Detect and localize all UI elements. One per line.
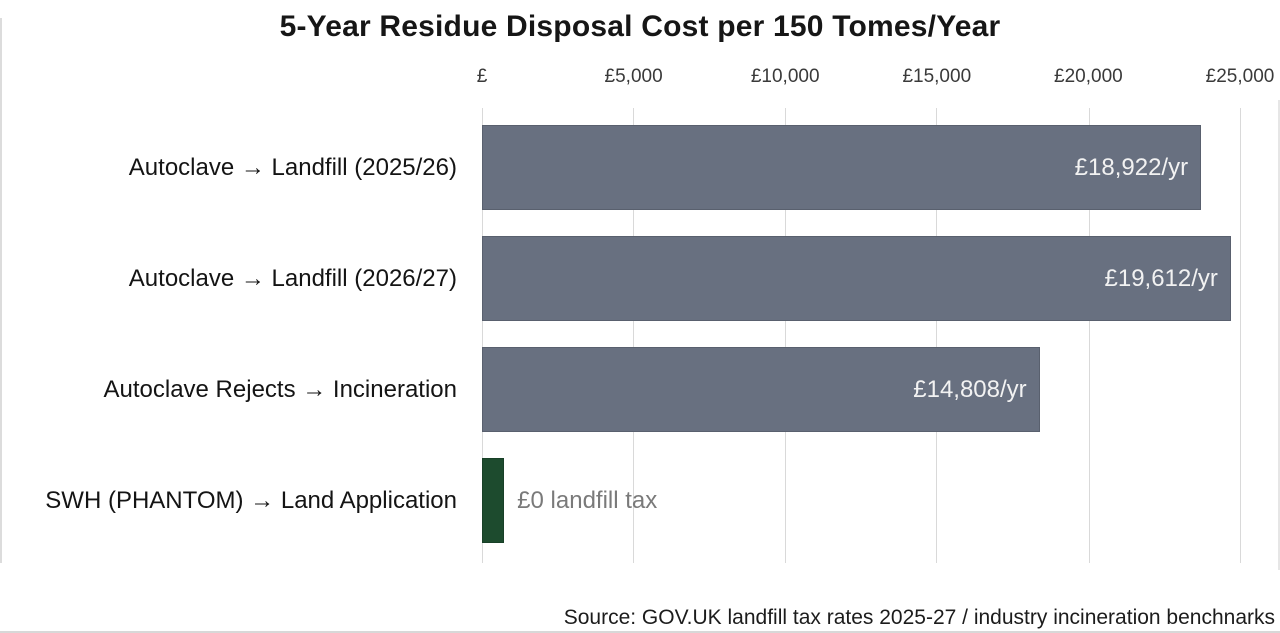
category-label: Autoclave Rejects → Incineration <box>103 375 457 403</box>
x-tick-15000: £15,000 <box>902 66 972 87</box>
frame-left-border <box>0 18 2 563</box>
source-note: Source: GOV.UK landfill tax rates 2025-2… <box>563 606 1275 629</box>
gridline-layer <box>482 108 1247 563</box>
bar-swh-land-application <box>482 458 505 543</box>
gridline-10000 <box>784 108 786 563</box>
gridline-20000 <box>1088 108 1090 563</box>
bar-row-swh-land-application: SWH (PHANTOM) → Land Application £0 land… <box>0 445 1247 556</box>
x-tick-10000: £10,000 <box>750 66 820 87</box>
x-axis: £ £5,000 £10,000 £15,000 £20,000 £25,000 <box>477 66 1275 96</box>
bar-row-autoclave-rejects-incineration: Autoclave Rejects → Incineration £14,808… <box>0 334 1247 445</box>
chart-title: 5-Year Residue Disposal Cost per 150 Tom… <box>279 10 1001 43</box>
frame-right-border <box>1278 100 1280 570</box>
x-tick-25000: £25,000 <box>1205 66 1275 87</box>
x-tick-20000: £20,000 <box>1054 66 1123 87</box>
bar-value-label-outside: £0 landfill tax <box>517 486 658 514</box>
gridline-25000 <box>1240 108 1242 563</box>
bar-track: £18,922/yr <box>482 125 1247 210</box>
gridline-15000 <box>936 108 938 563</box>
gridline-5000 <box>633 108 635 563</box>
bar-track: £0 landfill tax <box>482 458 1247 543</box>
category-label: Autoclave → Landfill (2025/26) <box>128 153 457 181</box>
frame-bottom-border <box>0 631 1280 633</box>
category-label: SWH (PHANTOM) → Land Application <box>45 486 457 514</box>
x-tick-5000: £5,000 <box>604 66 663 87</box>
category-label: Autoclave → Landfill (2026/27) <box>128 264 457 292</box>
bar-autoclave-rejects-incineration: £14,808/yr <box>482 347 1040 432</box>
bar-autoclave-landfill-2026: £19,612/yr <box>482 236 1231 321</box>
bar-value-label: £19,612/yr <box>1104 264 1218 292</box>
chart-body: Autoclave → Landfill (2025/26) £18,922/y… <box>0 112 1247 556</box>
bar-track: £19,612/yr <box>482 236 1247 321</box>
bar-value-label: £14,808/yr <box>913 375 1027 403</box>
x-tick-0: £ <box>476 66 488 87</box>
bar-row-autoclave-landfill-2025: Autoclave → Landfill (2025/26) £18,922/y… <box>0 112 1247 223</box>
bar-track: £14,808/yr <box>482 347 1247 432</box>
bar-value-label: £18,922/yr <box>1074 153 1189 181</box>
bar-autoclave-landfill-2025: £18,922/yr <box>482 125 1202 210</box>
bar-row-autoclave-landfill-2026: Autoclave → Landfill (2026/27) £19,612/y… <box>0 223 1247 334</box>
gridline-0 <box>482 108 483 563</box>
